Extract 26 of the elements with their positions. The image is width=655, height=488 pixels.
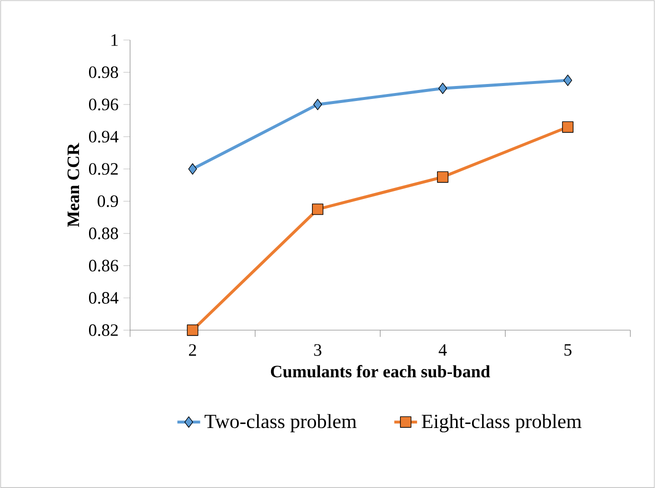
x-axis-title: Cumulants for each sub-band	[270, 364, 490, 378]
y-tick-label: 0.96	[89, 98, 118, 110]
y-tick-label: 0.92	[89, 162, 118, 175]
point	[188, 163, 197, 175]
y-tick-label: 0.88	[89, 227, 118, 240]
legend-label: Two-class problem	[204, 414, 357, 432]
y-tick-label: 0.86	[89, 260, 118, 272]
point	[563, 74, 572, 86]
x-tick-label: 3	[314, 344, 322, 356]
point	[186, 324, 198, 336]
y-tick-label: 0.84	[89, 292, 118, 304]
y-tick-label: 0.82	[89, 324, 118, 336]
y-tick-label: 0.94	[89, 130, 118, 143]
x-tick-label: 5	[564, 344, 572, 356]
x-tick-label: 4	[438, 344, 447, 356]
y-tick-label: 1	[112, 34, 118, 46]
y-tick-label: 0.98	[89, 66, 118, 78]
point	[437, 171, 448, 183]
y-axis-title: Mean CCR	[68, 142, 80, 227]
point	[312, 203, 324, 215]
point	[562, 121, 574, 133]
point	[438, 82, 448, 94]
legend-label: Eight-class problem	[422, 414, 582, 432]
x-tick-label: 2	[189, 344, 196, 356]
y-tick-label: 0.9	[98, 195, 118, 207]
point	[313, 98, 322, 110]
